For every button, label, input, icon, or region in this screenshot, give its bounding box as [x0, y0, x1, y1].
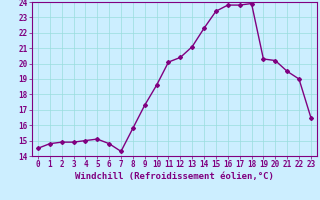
X-axis label: Windchill (Refroidissement éolien,°C): Windchill (Refroidissement éolien,°C) — [75, 172, 274, 181]
